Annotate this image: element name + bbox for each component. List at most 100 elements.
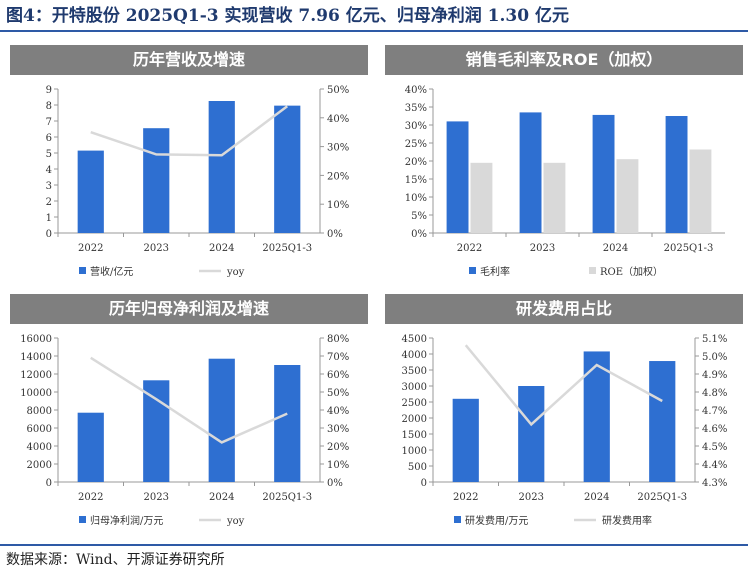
x-tick-label: 2023 bbox=[144, 492, 169, 503]
legend-label: 研发费用/万元 bbox=[465, 514, 528, 527]
y-tick-label: 10000 bbox=[20, 388, 52, 399]
bar bbox=[208, 101, 235, 233]
chart-title: 历年营收及增速 bbox=[10, 45, 368, 75]
bar bbox=[274, 365, 301, 482]
x-tick-label: 2023 bbox=[144, 243, 169, 254]
chart-title: 历年归母净利润及增速 bbox=[10, 294, 368, 324]
bar bbox=[470, 162, 493, 233]
y2-tick-label: 4.7% bbox=[702, 406, 727, 417]
x-tick-label: 2022 bbox=[78, 243, 103, 254]
chart-net-profit-plot: 0 2000 4000 6000 8000 10000 12000 14000 16000 0% 1… bbox=[20, 334, 349, 527]
source-note: 数据来源：Wind、开源证券研究所 bbox=[0, 544, 748, 574]
y2-tick-label: 40% bbox=[327, 114, 349, 125]
y2-tick-label: 10% bbox=[327, 460, 349, 471]
bar bbox=[208, 358, 235, 482]
legend-swatch bbox=[79, 516, 86, 523]
legend-swatch bbox=[589, 267, 596, 274]
bar bbox=[543, 162, 566, 233]
x-tick-label: 2023 bbox=[530, 243, 555, 254]
y2-tick-label: 60% bbox=[327, 370, 349, 381]
y2-tick-label: 4.4% bbox=[702, 460, 727, 471]
y-tick-label: 2000 bbox=[402, 414, 427, 425]
x-tick-label: 2024 bbox=[603, 243, 628, 254]
legend-label: 归母净利润/万元 bbox=[90, 514, 163, 527]
x-tick-label: 2022 bbox=[78, 492, 103, 503]
y2-tick-label: 20% bbox=[327, 171, 349, 182]
y-tick-label: 16000 bbox=[20, 334, 52, 345]
y-tick-label: 8 bbox=[46, 101, 52, 112]
bar bbox=[446, 121, 469, 233]
chart-panel-rd: 研发费用占比 0 500 1000 1500 2000 2500 3000 3500 4000 4… bbox=[385, 294, 743, 539]
series-line bbox=[464, 344, 663, 427]
y-tick-label: 1500 bbox=[402, 430, 427, 441]
legend-swatch bbox=[469, 267, 476, 274]
x-tick-label: 2025Q1-3 bbox=[262, 243, 312, 254]
figure-title: 图4：开特股份 2025Q1-3 实现营收 7.96 亿元、归母净利润 1.30… bbox=[0, 0, 748, 32]
y2-tick-label: 10% bbox=[327, 200, 349, 211]
y2-tick-label: 50% bbox=[327, 85, 349, 96]
y-tick-label: 35% bbox=[405, 103, 427, 114]
y2-tick-label: 4.5% bbox=[702, 442, 727, 453]
y-tick-label: 14000 bbox=[20, 352, 52, 363]
bar bbox=[592, 114, 615, 233]
y-tick-label: 2 bbox=[46, 197, 52, 208]
bar bbox=[665, 116, 688, 233]
series-line bbox=[90, 356, 288, 444]
x-tick-label: 2024 bbox=[209, 243, 234, 254]
y-tick-label: 5 bbox=[46, 149, 52, 160]
y-tick-label: 0 bbox=[46, 229, 52, 240]
y-tick-label: 1000 bbox=[402, 446, 427, 457]
y2-tick-label: 5.1% bbox=[702, 334, 727, 345]
y2-tick-label: 40% bbox=[327, 406, 349, 417]
y-tick-label: 9 bbox=[46, 85, 52, 96]
bar bbox=[518, 386, 545, 482]
y2-tick-label: 50% bbox=[327, 388, 349, 399]
y-tick-label: 4500 bbox=[402, 334, 427, 345]
chart-title: 销售毛利率及ROE（加权） bbox=[385, 45, 743, 75]
y-tick-label: 12000 bbox=[20, 370, 52, 381]
y-tick-label: 5% bbox=[411, 211, 427, 222]
y2-tick-label: 20% bbox=[327, 442, 349, 453]
x-tick-label: 2025Q1-3 bbox=[262, 492, 312, 503]
y-tick-label: 4000 bbox=[27, 442, 52, 453]
y-tick-label: 2000 bbox=[27, 460, 52, 471]
y-tick-label: 15% bbox=[405, 175, 427, 186]
chart-rd-plot: 0 500 1000 1500 2000 2500 3000 3500 4000 4500 4.3%… bbox=[402, 334, 728, 527]
y-tick-label: 10% bbox=[405, 193, 427, 204]
y-tick-label: 6000 bbox=[27, 424, 52, 435]
y-tick-label: 4000 bbox=[402, 350, 427, 361]
chart-margin-roe-plot: 0% 5% 10% 15% 20% 25% 30% 35% 40% 2022 2023 2024 202… bbox=[405, 85, 725, 278]
y2-tick-label: 80% bbox=[327, 334, 349, 345]
bar bbox=[77, 150, 104, 233]
y-tick-label: 40% bbox=[405, 85, 427, 96]
y-tick-label: 0 bbox=[46, 478, 52, 489]
x-tick-label: 2023 bbox=[519, 492, 544, 503]
chart-panel-revenue: 历年营收及增速 0 1 2 3 4 5 6 7 8 9 0% 10% 20% 30% 40% 50% 2022 2… bbox=[10, 45, 368, 290]
y2-tick-label: 70% bbox=[327, 352, 349, 363]
legend-swatch bbox=[79, 267, 86, 274]
chart-title: 研发费用占比 bbox=[385, 294, 743, 324]
bar bbox=[143, 128, 170, 233]
chart-revenue-plot: 0 1 2 3 4 5 6 7 8 9 0% 10% 20% 30% 40% 50% 2022 2023 2024 2… bbox=[46, 85, 350, 278]
y-tick-label: 25% bbox=[405, 139, 427, 150]
legend-label: 研发费用率 bbox=[602, 514, 652, 527]
y2-tick-label: 5.0% bbox=[702, 352, 727, 363]
y2-tick-label: 4.3% bbox=[702, 478, 727, 489]
y-tick-label: 3 bbox=[46, 181, 52, 192]
bar bbox=[77, 412, 104, 482]
legend-label: 毛利率 bbox=[480, 265, 510, 278]
legend-label: yoy bbox=[226, 516, 245, 527]
bar bbox=[274, 105, 301, 233]
y-tick-label: 0% bbox=[411, 229, 427, 240]
x-tick-label: 2024 bbox=[209, 492, 234, 503]
y2-tick-label: 0% bbox=[327, 229, 343, 240]
y2-tick-label: 4.9% bbox=[702, 370, 727, 381]
y-tick-label: 20% bbox=[405, 157, 427, 168]
bar bbox=[649, 361, 676, 482]
y-tick-label: 30% bbox=[405, 121, 427, 132]
x-tick-label: 2025Q1-3 bbox=[637, 492, 687, 503]
y-tick-label: 1 bbox=[46, 213, 52, 224]
y2-tick-label: 4.6% bbox=[702, 424, 727, 435]
y-tick-label: 4 bbox=[46, 165, 52, 176]
legend-label: yoy bbox=[226, 267, 245, 278]
